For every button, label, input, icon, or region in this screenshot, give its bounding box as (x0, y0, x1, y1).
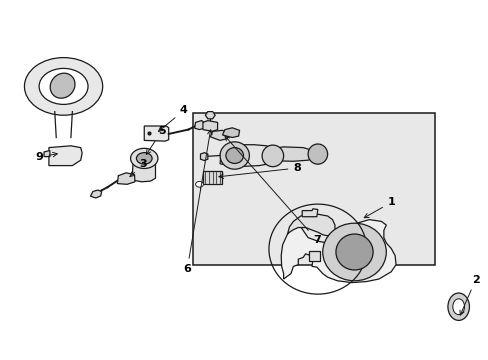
Polygon shape (117, 173, 135, 184)
Text: 2: 2 (459, 275, 479, 315)
Polygon shape (132, 159, 155, 182)
Polygon shape (44, 150, 50, 157)
Polygon shape (194, 121, 205, 130)
Text: 4: 4 (158, 105, 187, 131)
Text: 1: 1 (364, 197, 395, 218)
Ellipse shape (307, 144, 327, 164)
Ellipse shape (452, 299, 464, 315)
Polygon shape (144, 126, 168, 141)
Ellipse shape (136, 153, 152, 164)
Ellipse shape (220, 142, 249, 169)
Bar (308, 251, 319, 261)
Text: 7: 7 (224, 136, 320, 245)
Polygon shape (210, 130, 228, 140)
Polygon shape (222, 128, 239, 138)
Ellipse shape (322, 223, 386, 281)
Polygon shape (220, 145, 276, 166)
Polygon shape (287, 214, 334, 236)
Polygon shape (203, 171, 222, 184)
Ellipse shape (225, 148, 243, 163)
Text: 9: 9 (36, 152, 57, 162)
Bar (193, 113, 434, 265)
Text: 6: 6 (183, 130, 212, 274)
Ellipse shape (447, 293, 468, 320)
Polygon shape (90, 190, 102, 198)
Polygon shape (281, 220, 395, 283)
Polygon shape (203, 121, 217, 131)
Text: 5: 5 (146, 126, 165, 154)
Polygon shape (302, 209, 317, 217)
Ellipse shape (130, 148, 158, 168)
Text: 8: 8 (219, 163, 301, 179)
Ellipse shape (50, 73, 75, 98)
Ellipse shape (195, 181, 203, 187)
Ellipse shape (335, 234, 372, 270)
Ellipse shape (262, 145, 283, 167)
Ellipse shape (24, 58, 102, 115)
Polygon shape (49, 146, 82, 166)
Text: 3: 3 (130, 159, 147, 177)
Polygon shape (205, 112, 215, 119)
Polygon shape (200, 153, 207, 161)
Polygon shape (272, 147, 316, 161)
Ellipse shape (39, 68, 88, 104)
